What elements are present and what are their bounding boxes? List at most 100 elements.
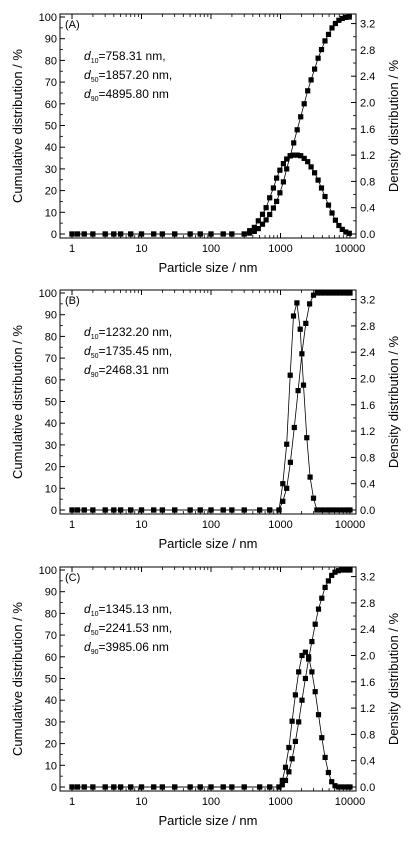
- annotation-symbol: d: [84, 621, 91, 635]
- cumulative-point: [302, 675, 308, 682]
- density-point: [138, 507, 145, 513]
- y-left-tick-label: 60: [45, 375, 57, 387]
- density-point: [151, 784, 157, 790]
- density-point: [159, 784, 165, 790]
- cumulative-point: [322, 290, 328, 296]
- chart-panel-1: 1 10 100 1000 10000 0 10 20 30 40 50 60 70 80 90 100 0.0…: [10, 12, 401, 275]
- density-point: [220, 231, 226, 237]
- annotation-d10: d10=1345.13 nm,: [84, 602, 172, 618]
- y-right-axis-title: Density distribution / %: [386, 612, 401, 745]
- x-tick-label: 1: [69, 243, 75, 255]
- cumulative-point: [347, 567, 353, 573]
- density-point: [229, 784, 235, 790]
- density-point: [102, 507, 108, 513]
- density-point: [255, 218, 261, 224]
- y-left-tick-label: 60: [45, 652, 57, 664]
- annotation-subscript: 50: [91, 353, 99, 360]
- y-left-tick-label: 0: [51, 505, 57, 517]
- density-point: [346, 230, 352, 236]
- cumulative-point: [314, 290, 320, 296]
- x-tick-label: 10: [135, 243, 147, 255]
- density-point: [81, 507, 87, 513]
- density-point: [128, 784, 134, 790]
- density-point: [241, 507, 247, 513]
- annotation-symbol: d: [84, 602, 91, 616]
- y-right-tick-label: 0.4: [360, 203, 375, 215]
- annotation-value: =758.31 nm,: [98, 49, 165, 63]
- density-point: [292, 692, 298, 698]
- y-right-tick-label: 0.0: [360, 505, 375, 517]
- y-left-tick-label: 20: [45, 186, 57, 198]
- cumulative-point: [337, 290, 343, 296]
- annotation-subscript: 10: [91, 58, 99, 65]
- density-point: [151, 507, 157, 513]
- density-point: [289, 718, 295, 724]
- cumulative-point: [255, 226, 261, 232]
- y-left-tick-label: 50: [45, 674, 57, 686]
- density-point: [138, 784, 145, 790]
- density-point: [287, 153, 293, 159]
- density-point: [197, 784, 203, 790]
- cumulative-point: [274, 198, 280, 204]
- density-point: [220, 784, 226, 790]
- density-point: [282, 764, 289, 770]
- y-left-tick-label: 90: [45, 587, 57, 599]
- y-right-tick-label: 0.8: [360, 452, 375, 464]
- y-right-tick-label: 2.4: [360, 71, 375, 83]
- annotation-symbol: d: [84, 87, 91, 101]
- density-point: [172, 231, 178, 237]
- y-right-tick-label: 1.6: [360, 400, 375, 412]
- density-point: [286, 744, 292, 751]
- density-point: [342, 784, 348, 790]
- cumulative-point: [294, 127, 300, 133]
- cumulative-point: [326, 290, 332, 296]
- y-right-tick-label: 2.4: [360, 624, 375, 636]
- density-point: [294, 152, 300, 158]
- y-left-axis-title: Cumulative distribution / %: [10, 602, 25, 756]
- plot-frame: [59, 13, 357, 239]
- y-left-tick-label: 90: [45, 34, 57, 46]
- density-point: [197, 231, 203, 237]
- density-point: [325, 769, 331, 776]
- cumulative-point: [312, 621, 318, 627]
- annotation-value: =1232.20 nm,: [98, 325, 172, 339]
- density-point: [259, 211, 266, 217]
- y-right-tick-label: 1.2: [360, 150, 375, 162]
- density-point: [305, 159, 311, 165]
- y-left-tick-label: 80: [45, 331, 57, 343]
- annotation-d50: d50=1735.45 nm,: [84, 344, 172, 360]
- y-right-axis-title: Density distribution / %: [386, 59, 401, 192]
- density-point: [329, 210, 335, 216]
- y-left-tick-label: 10: [45, 207, 57, 219]
- density-point: [330, 507, 336, 513]
- density-point: [329, 779, 335, 785]
- density-point: [299, 652, 305, 659]
- cumulative-point: [342, 567, 348, 573]
- density-point: [102, 784, 108, 790]
- density-point: [229, 231, 235, 237]
- cumulative-point: [329, 572, 335, 578]
- cumulative-point: [292, 738, 298, 744]
- x-tick-label: 100: [202, 519, 220, 531]
- density-point: [341, 507, 347, 513]
- cumulative-point: [336, 17, 342, 23]
- density-point: [332, 217, 338, 223]
- density-point: [294, 300, 300, 306]
- density-point: [208, 784, 214, 790]
- y-left-tick-label: 30: [45, 440, 57, 452]
- density-point: [284, 156, 290, 162]
- annotation-subscript: 90: [91, 649, 99, 656]
- y-right-tick-label: 2.4: [360, 347, 375, 359]
- x-tick-label: 100: [202, 243, 220, 255]
- density-point: [297, 326, 303, 332]
- density-point: [257, 507, 263, 513]
- density-point: [69, 231, 75, 237]
- density-point: [315, 177, 321, 183]
- density-point: [81, 231, 87, 237]
- cumulative-point: [287, 459, 293, 465]
- cumulative-point: [305, 88, 311, 94]
- density-point: [277, 167, 283, 173]
- density-point: [276, 784, 282, 790]
- density-point: [347, 784, 353, 790]
- x-tick-label: 100: [202, 796, 220, 808]
